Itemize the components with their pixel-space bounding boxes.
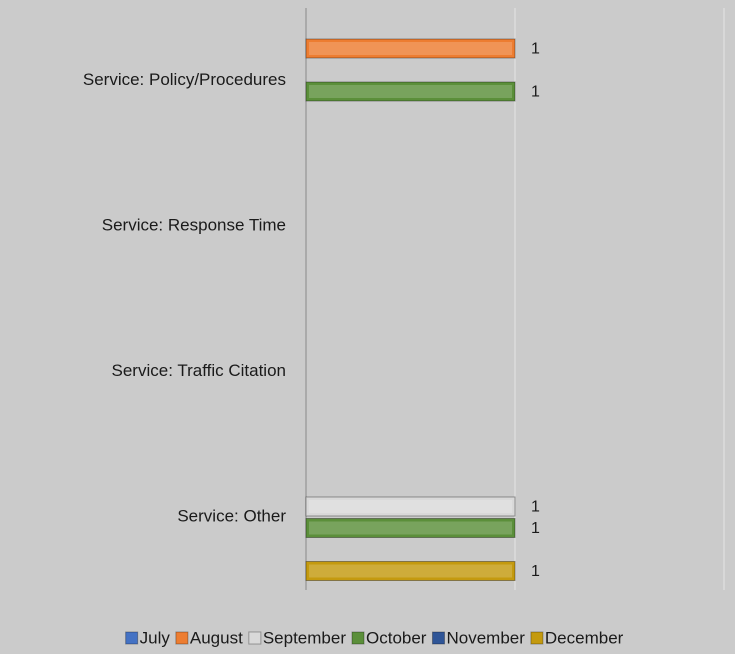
- legend-label: September: [263, 628, 346, 647]
- bar-bevel: [309, 564, 512, 578]
- data-label: 1: [531, 41, 540, 58]
- legend-swatch: [351, 631, 365, 645]
- bar: [305, 38, 516, 59]
- data-label: 1: [531, 563, 540, 580]
- legend-swatch: [175, 631, 189, 645]
- legend-swatch: [530, 631, 544, 645]
- data-label: 1: [531, 520, 540, 537]
- bar-bevel: [309, 500, 512, 513]
- bar: [305, 518, 516, 538]
- legend-label: July: [140, 628, 171, 647]
- bar-bevel: [309, 42, 512, 55]
- bar: [305, 81, 516, 102]
- category-label: Service: Response Time: [102, 216, 286, 235]
- category-label: Service: Traffic Citation: [112, 361, 286, 380]
- legend-label: December: [545, 628, 624, 647]
- legend-swatch: [248, 631, 262, 645]
- category-label: Service: Other: [177, 507, 286, 526]
- legend-label: November: [446, 628, 525, 647]
- bar-bevel: [309, 85, 512, 98]
- legend-swatch: [125, 631, 139, 645]
- bar: [305, 561, 516, 581]
- legend-swatch: [431, 631, 445, 645]
- bar-bevel: [309, 521, 512, 535]
- legend-label: October: [366, 628, 427, 647]
- category-label: Service: Policy/Procedures: [83, 70, 286, 89]
- bar: [305, 496, 516, 517]
- data-label: 1: [531, 499, 540, 516]
- legend-label: August: [190, 628, 243, 647]
- data-label: 1: [531, 84, 540, 101]
